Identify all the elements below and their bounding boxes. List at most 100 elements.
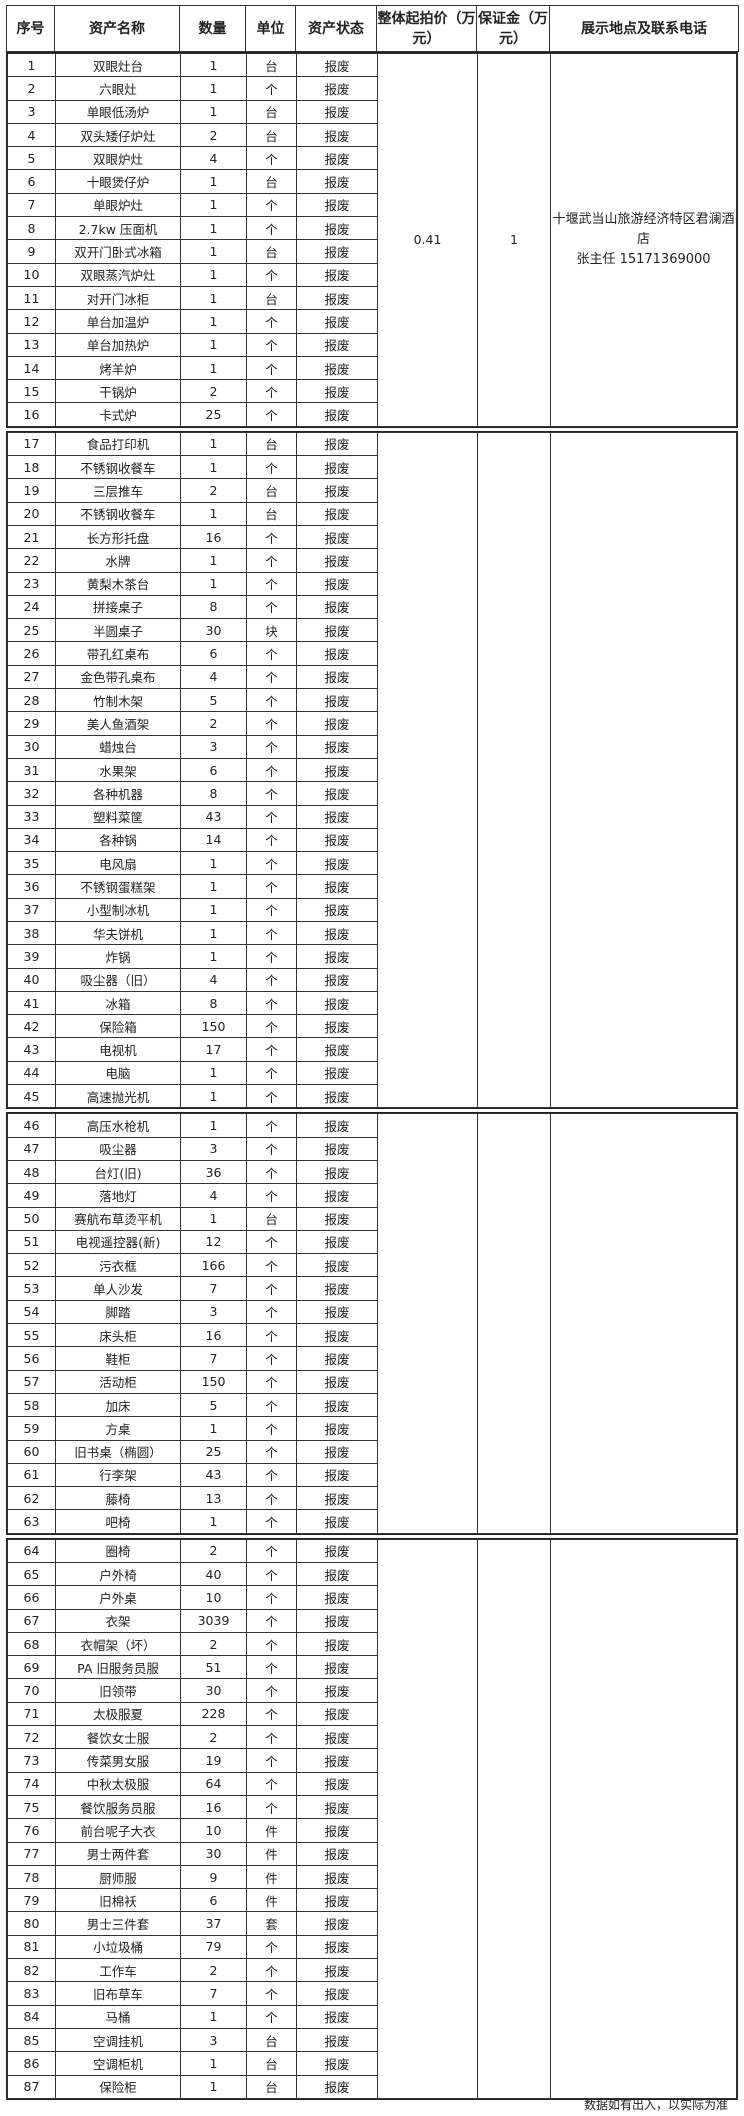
cell-name: 2.7kw 压面机 (55, 216, 181, 241)
cell-quantity: 16 (180, 524, 247, 550)
cell-status: 报废 (296, 1276, 378, 1301)
cell-name: 单眼低汤炉 (55, 99, 181, 124)
cell-name: 电视机 (55, 1037, 181, 1062)
cell-index: 28 (7, 688, 56, 713)
cell-index: 54 (7, 1299, 56, 1325)
cell-quantity: 40 (180, 1561, 247, 1587)
cell-name: 保险箱 (55, 1014, 181, 1039)
cell-index: 77 (7, 1841, 56, 1866)
cell-index: 52 (7, 1253, 56, 1278)
cell-quantity: 16 (180, 1323, 247, 1348)
cell-quantity: 2 (180, 1725, 247, 1750)
cell-name: 前台呢子大衣 (55, 1818, 181, 1843)
cell-unit: 个 (246, 1014, 297, 1039)
cell-index: 55 (7, 1323, 56, 1348)
cell-index: 5 (7, 146, 56, 171)
cell-index: 25 (7, 618, 56, 643)
cell-index: 7 (7, 192, 56, 218)
table-row: 72 餐饮女士服 2 个报废 (7, 1725, 737, 1750)
cell-status: 报废 (296, 1183, 378, 1208)
cell-status: 报废 (296, 478, 378, 503)
cell-index: 69 (7, 1655, 56, 1680)
cell-name: 中秋太极服 (55, 1771, 181, 1796)
cell-unit: 个 (246, 1538, 297, 1564)
cell-quantity: 3 (180, 734, 247, 759)
cell-status: 报废 (296, 1346, 378, 1371)
cell-status: 报废 (296, 1323, 378, 1348)
cell-quantity: 1 (180, 169, 247, 194)
cell-name: 塑料菜筐 (55, 804, 181, 829)
cell-unit: 个 (246, 1655, 297, 1680)
cell-unit: 个 (246, 1608, 297, 1633)
table-row: 55 床头柜 16 个报废 (7, 1323, 737, 1348)
cell-index: 6 (7, 169, 56, 194)
cell-index: 35 (7, 851, 56, 876)
cell-quantity: 30 (180, 1678, 247, 1703)
cell-index: 51 (7, 1229, 56, 1255)
cell-status: 报废 (296, 524, 378, 550)
cell-quantity: 1 (180, 239, 247, 264)
cell-quantity: 51 (180, 1655, 247, 1680)
cell-unit: 套 (246, 1911, 297, 1936)
cell-unit: 个 (246, 1299, 297, 1325)
cell-name: 带孔红桌布 (55, 641, 181, 666)
cell-unit: 个 (246, 804, 297, 829)
col-name: 资产名称 (54, 5, 180, 52)
cell-quantity: 3 (180, 1136, 247, 1161)
cell-name: 空调柜机 (55, 2051, 181, 2076)
cell-index: 31 (7, 757, 56, 783)
cell-name: 旧布草车 (55, 1981, 181, 2006)
cell-name: 长方形托盘 (55, 524, 181, 550)
cell-quantity: 9 (180, 1864, 247, 1890)
cell-status: 报废 (296, 1561, 378, 1587)
cell-name: 十眼煲仔炉 (55, 169, 181, 194)
cell-unit: 个 (246, 711, 297, 736)
cell-unit: 台 (246, 169, 297, 194)
cell-index: 1 (7, 52, 56, 78)
cell-status: 报废 (296, 1299, 378, 1325)
cell-unit: 个 (246, 524, 297, 550)
table-row: 33 塑料菜筐 43 个报废 (7, 804, 737, 829)
cell-status: 报废 (296, 1888, 378, 1913)
cell-quantity: 1 (180, 99, 247, 124)
cell-quantity: 1 (180, 332, 247, 357)
cell-quantity: 8 (180, 990, 247, 1016)
cell-index: 3 (7, 99, 56, 124)
cell-status: 报废 (296, 1159, 378, 1185)
cell-status: 报废 (296, 757, 378, 783)
table-row: 59 方桌 1 个报废 (7, 1416, 737, 1441)
cell-unit: 个 (246, 355, 297, 381)
cell-unit: 个 (246, 1323, 297, 1348)
cell-name: 三层推车 (55, 478, 181, 503)
table-row: 52 污衣框 166 个报废 (7, 1253, 737, 1278)
cell-quantity: 150 (180, 1369, 247, 1394)
cell-status: 报废 (296, 76, 378, 101)
cell-unit: 个 (246, 1934, 297, 1960)
cell-unit: 台 (246, 1206, 297, 1231)
cell-unit: 个 (246, 1392, 297, 1418)
cell-unit: 个 (246, 1113, 297, 1138)
cell-status: 报废 (296, 1392, 378, 1418)
cell-status: 报废 (296, 1818, 378, 1843)
cell-unit: 个 (246, 1159, 297, 1185)
cell-index: 18 (7, 455, 56, 480)
cell-status: 报废 (296, 827, 378, 853)
cell-status: 报废 (296, 402, 378, 427)
cell-quantity: 7 (180, 1346, 247, 1371)
cell-index: 17 (7, 431, 56, 457)
cell-status: 报废 (296, 897, 378, 922)
cell-quantity: 2 (180, 1631, 247, 1657)
cell-quantity: 1 (180, 455, 247, 480)
cell-name: 对开门冰柜 (55, 285, 181, 311)
cell-status: 报废 (296, 781, 378, 806)
cell-quantity: 6 (180, 1888, 247, 1913)
cell-name: 餐饮女士服 (55, 1725, 181, 1750)
table-row: 68 衣帽架（坏） 2 个报废 (7, 1631, 737, 1657)
table-row: 48 台灯(旧) 36 个报废 (7, 1159, 737, 1185)
cell-name: 美人鱼酒架 (55, 711, 181, 736)
cell-unit: 个 (246, 76, 297, 101)
cell-status: 报废 (296, 285, 378, 311)
cell-unit: 台 (246, 2074, 297, 2099)
cell-unit: 个 (246, 1462, 297, 1488)
cell-name: 方桌 (55, 1416, 181, 1441)
